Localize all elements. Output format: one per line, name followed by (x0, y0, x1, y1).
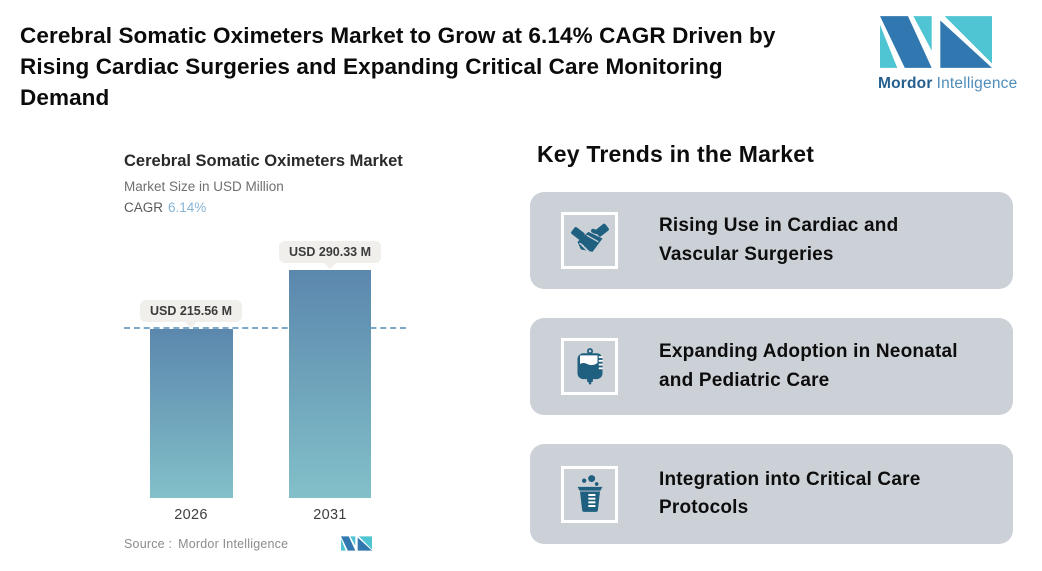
x-axis-label-2031: 2031 (313, 507, 347, 523)
chart-title: Cerebral Somatic Oximeters Market (124, 152, 403, 170)
brand-wordmark: Mordor Intelligence (878, 75, 1018, 93)
key-trends-heading: Key Trends in the Market (537, 141, 815, 167)
mordor-intelligence-logo-icon (880, 16, 992, 68)
value-label-2026: USD 215.56 M (140, 300, 242, 328)
source-attribution: Source : Mordor Intelligence (124, 537, 288, 551)
icon-tile (561, 212, 618, 269)
source-label: Source : (124, 537, 173, 551)
chart-subtitle: Market Size in USD Million (124, 179, 284, 194)
trend-card-text: Rising Use in Cardiac and Vascular Surge… (659, 215, 899, 265)
handshake-icon (570, 223, 609, 252)
brand-logo: Mordor Intelligence (878, 16, 1018, 93)
cagr-value: 6.14% (168, 200, 207, 215)
bar-2026 (150, 329, 233, 498)
trend-card-text: Expanding Adoption in Neonatal and Pedia… (659, 341, 958, 391)
bar-chart-plot: USD 215.56 M USD 290.33 M 2026 2031 (118, 240, 410, 523)
trend-card-neonatal-pediatric: Expanding Adoption in Neonatal and Pedia… (530, 318, 1013, 415)
trend-card-cardiac-vascular: Rising Use in Cardiac and Vascular Surge… (530, 192, 1013, 289)
page-title: Cerebral Somatic Oximeters Market to Gro… (20, 20, 870, 113)
beaker-icon (577, 475, 602, 512)
iv-bag-icon (577, 347, 602, 384)
mordor-intelligence-mini-logo-icon (341, 536, 372, 551)
trend-card-text: Integration into Critical Care Protocols (659, 468, 921, 519)
page-title-line: Cerebral Somatic Oximeters Market to Gro… (20, 23, 776, 48)
icon-tile (561, 338, 618, 395)
bar-2031 (289, 270, 371, 498)
page-title-line: Rising Cardiac Surgeries and Expanding C… (20, 54, 723, 79)
source-value: Mordor Intelligence (178, 537, 289, 551)
x-axis-label-2026: 2026 (174, 507, 208, 523)
trend-card-critical-care: Integration into Critical Care Protocols (530, 444, 1013, 544)
cagr-label: CAGR (124, 200, 164, 215)
page-title-line: Demand (20, 85, 110, 110)
brand-name-bold: Mordor (878, 75, 933, 92)
value-label-2031: USD 290.33 M (279, 241, 381, 269)
icon-tile (561, 465, 618, 523)
baseline-dashed-line (124, 327, 406, 329)
chart-cagr: CAGR 6.14% (124, 200, 206, 215)
brand-name-light: Intelligence (936, 75, 1018, 92)
